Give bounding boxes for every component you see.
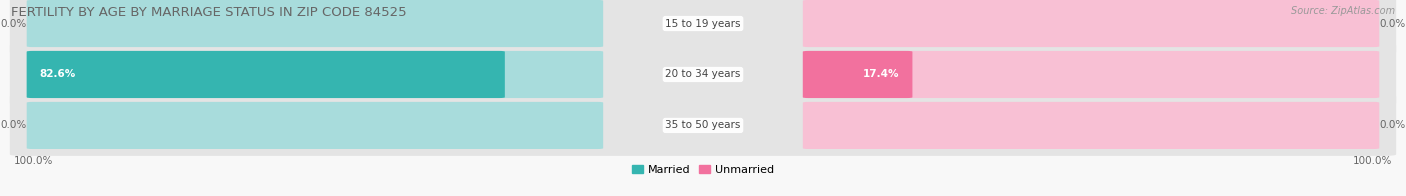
Text: 17.4%: 17.4% xyxy=(863,69,900,80)
Text: 15 to 19 years: 15 to 19 years xyxy=(665,18,741,29)
FancyBboxPatch shape xyxy=(27,51,505,98)
FancyBboxPatch shape xyxy=(27,0,603,47)
Text: 20 to 34 years: 20 to 34 years xyxy=(665,69,741,80)
Text: 0.0%: 0.0% xyxy=(0,120,27,131)
FancyBboxPatch shape xyxy=(803,0,1379,47)
Text: 100.0%: 100.0% xyxy=(1353,156,1392,166)
FancyBboxPatch shape xyxy=(10,95,1396,156)
Text: Source: ZipAtlas.com: Source: ZipAtlas.com xyxy=(1291,6,1395,16)
Text: 0.0%: 0.0% xyxy=(1379,120,1406,131)
FancyBboxPatch shape xyxy=(803,51,1379,98)
Text: 100.0%: 100.0% xyxy=(14,156,53,166)
FancyBboxPatch shape xyxy=(27,51,603,98)
FancyBboxPatch shape xyxy=(803,51,912,98)
Text: 35 to 50 years: 35 to 50 years xyxy=(665,120,741,131)
Text: 0.0%: 0.0% xyxy=(0,18,27,29)
Legend: Married, Unmarried: Married, Unmarried xyxy=(627,160,779,179)
Text: FERTILITY BY AGE BY MARRIAGE STATUS IN ZIP CODE 84525: FERTILITY BY AGE BY MARRIAGE STATUS IN Z… xyxy=(11,6,406,19)
FancyBboxPatch shape xyxy=(27,102,603,149)
FancyBboxPatch shape xyxy=(10,0,1396,54)
FancyBboxPatch shape xyxy=(10,44,1396,105)
FancyBboxPatch shape xyxy=(803,102,1379,149)
Text: 82.6%: 82.6% xyxy=(39,69,76,80)
Text: 0.0%: 0.0% xyxy=(1379,18,1406,29)
